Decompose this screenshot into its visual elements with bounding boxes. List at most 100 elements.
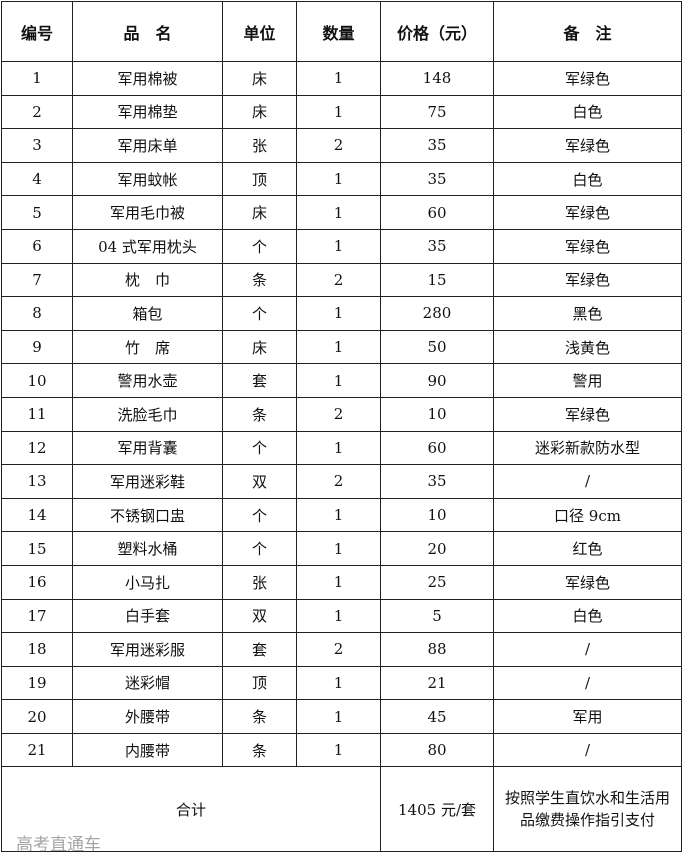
col-id-cell: 12 bbox=[1, 430, 73, 466]
col-id-cell: 11 bbox=[1, 396, 73, 432]
col-unit-cell: 套 bbox=[222, 363, 297, 398]
col-unit-header: 单位 bbox=[222, 1, 297, 62]
col-qty-cell: 1 bbox=[296, 564, 381, 600]
col-qty-cell: 1 bbox=[296, 665, 381, 701]
table-row: 14 不锈钢口盅个 1 10 口径 9cm bbox=[1, 497, 682, 533]
col-qty-cell: 2 bbox=[296, 128, 381, 163]
col-name-cell: 洗脸毛巾 bbox=[72, 396, 223, 432]
col-qty-cell: 1 bbox=[296, 195, 381, 230]
col-id-cell: 16 bbox=[1, 564, 73, 600]
col-note-cell: 军绿色 bbox=[493, 195, 682, 230]
col-unit-cell: 床 bbox=[222, 61, 297, 96]
col-qty-cell: 1 bbox=[296, 228, 381, 264]
col-name-cell: 塑料水桶 bbox=[72, 531, 223, 566]
col-note-cell: 军绿色 bbox=[493, 396, 682, 432]
col-unit-cell: 条 bbox=[222, 732, 297, 768]
col-note-cell: 军绿色 bbox=[493, 228, 682, 264]
table-row: 3 军用床单张 2 35 军绿色 bbox=[1, 128, 682, 163]
table-row: 18 军用迷彩服套 2 88/ bbox=[1, 632, 682, 667]
col-name-cell: 军用毛巾被 bbox=[72, 195, 223, 230]
col-name-cell: 军用背囊 bbox=[72, 430, 223, 466]
col-price-header: 价格（元） bbox=[380, 1, 494, 62]
col-id-cell: 21 bbox=[1, 732, 73, 768]
col-id-cell: 15 bbox=[1, 531, 73, 566]
col-price-cell: 60 bbox=[380, 195, 494, 230]
col-name-cell: 竹 席 bbox=[72, 329, 223, 365]
col-note-cell: 军用 bbox=[493, 699, 682, 734]
total-note: 按照学生直饮水和生活用品缴费操作指引支付 bbox=[493, 766, 682, 853]
table-row: 16 小马扎张 1 25 军绿色 bbox=[1, 564, 682, 600]
table-row: 12 军用背囊个 1 60 迷彩新款防水型 bbox=[1, 430, 682, 466]
col-unit-cell: 顶 bbox=[222, 161, 297, 197]
col-id-cell: 5 bbox=[1, 195, 73, 230]
col-unit-cell: 顶 bbox=[222, 665, 297, 701]
col-name-cell: 警用水壶 bbox=[72, 363, 223, 398]
col-note-cell: 军绿色 bbox=[493, 564, 682, 600]
col-price-cell: 90 bbox=[380, 363, 494, 398]
col-qty-cell: 1 bbox=[296, 329, 381, 365]
col-unit-cell: 双 bbox=[222, 464, 297, 499]
col-id-cell: 7 bbox=[1, 262, 73, 298]
table-row: 4 军用蚊帐顶 1 35 白色 bbox=[1, 161, 682, 197]
col-name-cell: 枕 巾 bbox=[72, 262, 223, 298]
col-price-cell: 20 bbox=[380, 531, 494, 566]
col-note-header: 备 注 bbox=[493, 1, 682, 62]
col-id-cell: 14 bbox=[1, 497, 73, 533]
col-qty-cell: 1 bbox=[296, 296, 381, 331]
col-qty-cell: 1 bbox=[296, 161, 381, 197]
col-unit-cell: 条 bbox=[222, 262, 297, 298]
col-name-cell: 迷彩帽 bbox=[72, 665, 223, 701]
col-price-cell: 148 bbox=[380, 61, 494, 96]
col-unit-cell: 双 bbox=[222, 598, 297, 634]
col-note-cell: 军绿色 bbox=[493, 128, 682, 163]
col-id-cell: 1 bbox=[1, 61, 73, 96]
col-price-cell: 280 bbox=[380, 296, 494, 331]
col-unit-cell: 个 bbox=[222, 228, 297, 264]
col-unit-cell: 套 bbox=[222, 632, 297, 667]
col-qty-cell: 1 bbox=[296, 497, 381, 533]
col-price-cell: 35 bbox=[380, 128, 494, 163]
col-qty-cell: 2 bbox=[296, 464, 381, 499]
col-note-cell: / bbox=[493, 464, 682, 499]
col-price-cell: 10 bbox=[380, 396, 494, 432]
col-qty-cell: 2 bbox=[296, 632, 381, 667]
col-note-cell: 军绿色 bbox=[493, 262, 682, 298]
col-unit-cell: 个 bbox=[222, 430, 297, 466]
col-name-cell: 外腰带 bbox=[72, 699, 223, 734]
header-row: 编号品 名单位 数量 价格（元）备 注 bbox=[1, 1, 682, 62]
col-note-cell: 浅黄色 bbox=[493, 329, 682, 365]
table-row: 11 洗脸毛巾条 2 10 军绿色 bbox=[1, 396, 682, 432]
col-name-cell: 不锈钢口盅 bbox=[72, 497, 223, 533]
table-row: 10 警用水壶套 1 90 警用 bbox=[1, 363, 682, 398]
col-name-cell: 白手套 bbox=[72, 598, 223, 634]
col-price-cell: 35 bbox=[380, 464, 494, 499]
table-row: 8 箱包个 1 280 黑色 bbox=[1, 296, 682, 331]
col-unit-cell: 床 bbox=[222, 94, 297, 130]
col-id-cell: 8 bbox=[1, 296, 73, 331]
col-qty-cell: 1 bbox=[296, 531, 381, 566]
col-id-cell: 6 bbox=[1, 228, 73, 264]
col-id-cell: 9 bbox=[1, 329, 73, 365]
col-qty-cell: 1 bbox=[296, 363, 381, 398]
col-note-cell: 白色 bbox=[493, 161, 682, 197]
col-id-cell: 19 bbox=[1, 665, 73, 701]
col-name-header: 品 名 bbox=[72, 1, 223, 62]
col-unit-cell: 条 bbox=[222, 396, 297, 432]
col-price-cell: 15 bbox=[380, 262, 494, 298]
table-row: 2 军用棉垫床 1 75 白色 bbox=[1, 94, 682, 130]
col-unit-cell: 个 bbox=[222, 296, 297, 331]
col-unit-cell: 张 bbox=[222, 564, 297, 600]
col-id-cell: 3 bbox=[1, 128, 73, 163]
col-unit-cell: 床 bbox=[222, 329, 297, 365]
col-name-cell: 军用迷彩鞋 bbox=[72, 464, 223, 499]
col-note-cell: 白色 bbox=[493, 598, 682, 634]
col-note-cell: 迷彩新款防水型 bbox=[493, 430, 682, 466]
col-price-cell: 10 bbox=[380, 497, 494, 533]
col-qty-cell: 2 bbox=[296, 396, 381, 432]
col-price-cell: 50 bbox=[380, 329, 494, 365]
col-qty-cell: 1 bbox=[296, 699, 381, 734]
col-note-cell: 警用 bbox=[493, 363, 682, 398]
col-unit-cell: 个 bbox=[222, 531, 297, 566]
col-price-cell: 60 bbox=[380, 430, 494, 466]
